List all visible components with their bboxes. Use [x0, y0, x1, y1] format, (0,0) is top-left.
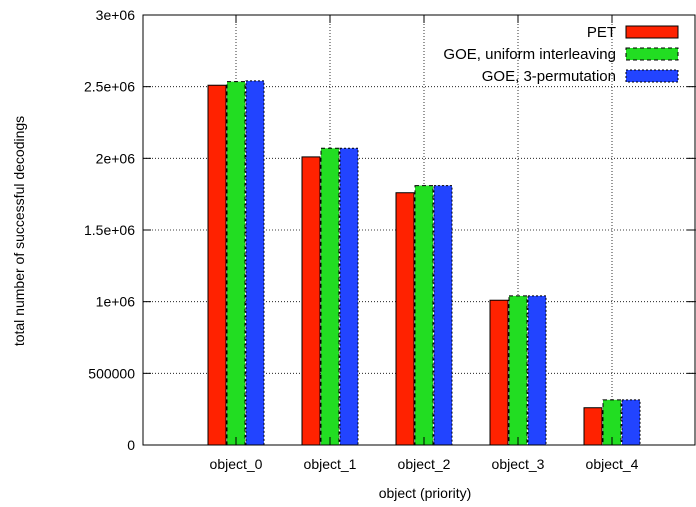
x-tick-label: object_3 [492, 456, 545, 472]
bar-pet-object_0 [207, 84, 227, 446]
y-tick-label: 0 [127, 437, 135, 453]
bar-goe-3-permutation-object_3 [527, 295, 547, 446]
legend-label: GOE, 3-permutation [482, 68, 616, 85]
y-tick-label: 500000 [88, 365, 135, 381]
bar-pet-object_3 [489, 299, 509, 446]
bar-goe-3-permutation-object_0 [245, 80, 265, 446]
x-tick-label: object_2 [398, 456, 451, 472]
bar-goe-3-permutation-object_1 [339, 147, 359, 446]
x-tick-label: object_4 [586, 456, 639, 472]
y-axis-title: total number of successful decodings [11, 116, 27, 346]
legend-swatch [625, 69, 679, 83]
bar-pet-object_2 [395, 192, 415, 446]
bar-goe-uniform-interleaving-object_1 [320, 147, 340, 446]
y-tick-label: 1.5e+06 [84, 222, 135, 238]
x-tick-label: object_1 [304, 456, 357, 472]
legend: PET GOE, uniform interleaving GOE, 3-permu… [443, 24, 679, 85]
y-tick-label: 1e+06 [96, 294, 136, 310]
bar-goe-3-permutation-object_2 [433, 185, 453, 446]
legend-swatch [625, 25, 679, 39]
bar-goe-uniform-interleaving-object_0 [226, 81, 246, 446]
x-tick-label: object_0 [210, 456, 263, 472]
bar-goe-3-permutation-object_4 [621, 399, 641, 446]
x-axis-ticks: object_0 object_1 object_2 object_3 object_4 [210, 15, 639, 472]
legend-label: PET [587, 24, 616, 41]
y-tick-label: 3e+06 [96, 7, 136, 23]
bar-goe-uniform-interleaving-object_3 [508, 295, 528, 446]
y-axis-ticks: 0 500000 1e+06 1.5e+06 2e+06 2.5e+06 3e+06 [84, 7, 695, 453]
bar-goe-uniform-interleaving-object_2 [414, 185, 434, 446]
y-tick-label: 2.5e+06 [84, 79, 135, 95]
bars [207, 80, 641, 446]
x-axis-title: object (priority) [379, 485, 472, 501]
bar-pet-object_4 [583, 407, 603, 446]
bar-pet-object_1 [301, 156, 321, 446]
y-tick-label: 2e+06 [96, 150, 136, 166]
legend-swatch [625, 47, 679, 61]
legend-label: GOE, uniform interleaving [443, 46, 616, 63]
